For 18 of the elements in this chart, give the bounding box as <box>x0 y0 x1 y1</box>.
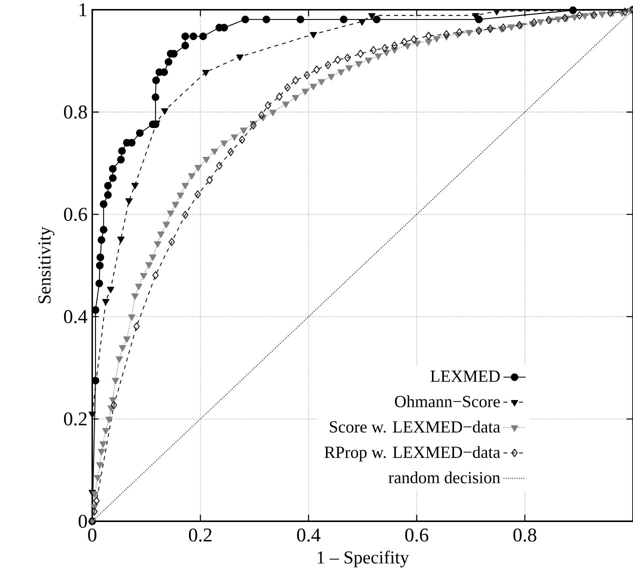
x-tick-label: 0 <box>88 528 96 542</box>
y-tick-label: 0 <box>78 514 87 528</box>
legend-label: Score w. LEXMED−data <box>330 420 500 433</box>
y-axis-title: Sensitivity <box>38 226 54 304</box>
y-tick-label: 0.8 <box>64 106 87 119</box>
legend-label: LEXMED <box>430 370 500 382</box>
x-tick-label: 0.6 <box>405 528 428 542</box>
y-tick-label: 0.2 <box>64 412 87 426</box>
y-tick-label: 1 <box>80 4 86 16</box>
legend-label: random decision <box>388 472 500 484</box>
y-tick-label: 0.6 <box>64 208 88 222</box>
x-tick-label: 0.8 <box>513 528 536 542</box>
x-tick-label: 0.4 <box>297 528 320 542</box>
y-tick-label: 0.4 <box>64 310 88 324</box>
x-tick-label: 0.2 <box>188 528 212 542</box>
x-axis-title: 1 – Specifity <box>318 550 410 568</box>
legend-label: Ohmann−Score <box>394 396 500 408</box>
legend-label: RProp w. LEXMED−data <box>324 446 500 462</box>
